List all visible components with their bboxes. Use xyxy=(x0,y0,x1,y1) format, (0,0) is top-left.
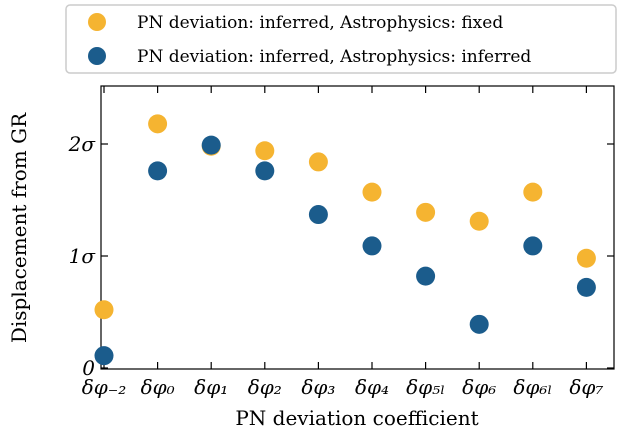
y-axis-label: Displacement from GR xyxy=(7,112,31,343)
legend: PN deviation: inferred, Astrophysics: fi… xyxy=(65,4,617,74)
x-tick-label: δφ₀ xyxy=(141,375,175,399)
data-point xyxy=(255,141,275,161)
y-tick-label: 2σ xyxy=(68,132,97,156)
legend-label-fixed: PN deviation: inferred, Astrophysics: fi… xyxy=(137,13,503,33)
data-point xyxy=(469,211,489,231)
data-point xyxy=(416,202,436,222)
data-point xyxy=(576,248,596,268)
legend-box xyxy=(65,4,617,74)
data-point xyxy=(308,205,328,225)
data-point xyxy=(523,182,543,202)
data-point xyxy=(523,236,543,256)
data-point xyxy=(576,277,596,297)
data-point xyxy=(148,161,168,181)
x-tick-label: δφ₅ₗ xyxy=(406,375,445,399)
data-point xyxy=(362,182,382,202)
series-fixed-points xyxy=(94,114,596,320)
x-axis-label: PN deviation coefficient xyxy=(235,406,478,430)
x-tick-label: δφ₂ xyxy=(248,375,282,399)
x-tick-label: δφ₆ xyxy=(462,375,496,399)
x-tick-label: δφ₁ xyxy=(194,375,228,399)
plot-frame xyxy=(100,85,615,370)
data-point xyxy=(94,300,114,320)
legend-label-inferred: PN deviation: inferred, Astrophysics: in… xyxy=(137,47,531,67)
data-point xyxy=(94,346,114,366)
legend-marker-inferred xyxy=(88,47,106,65)
legend-marker-fixed xyxy=(88,13,106,31)
data-point xyxy=(255,161,275,181)
data-point xyxy=(416,266,436,286)
x-tick-label: δφ₋₂ xyxy=(82,375,127,399)
data-point xyxy=(362,236,382,256)
y-tick-label: 1σ xyxy=(69,244,97,268)
data-point xyxy=(201,135,221,155)
data-point xyxy=(469,314,489,334)
y-axis-ticks: 0 1σ 2σ xyxy=(68,132,614,380)
series-inferred-points xyxy=(94,135,596,366)
x-tick-label: δφ₄ xyxy=(355,375,389,399)
y-tick-label: 0 xyxy=(82,356,95,380)
x-axis-ticks: δφ₋₂ δφ₀ δφ₁ δφ₂ δφ₃ δφ₄ δφ₅ₗ δφ₆ δφ₆ₗ δφ₇ xyxy=(82,86,603,399)
x-tick-label: δφ₃ xyxy=(301,375,335,399)
data-point xyxy=(308,152,328,172)
x-tick-label: δφ₆ₗ xyxy=(513,375,552,399)
x-tick-label: δφ₇ xyxy=(569,375,603,399)
data-point xyxy=(148,114,168,134)
